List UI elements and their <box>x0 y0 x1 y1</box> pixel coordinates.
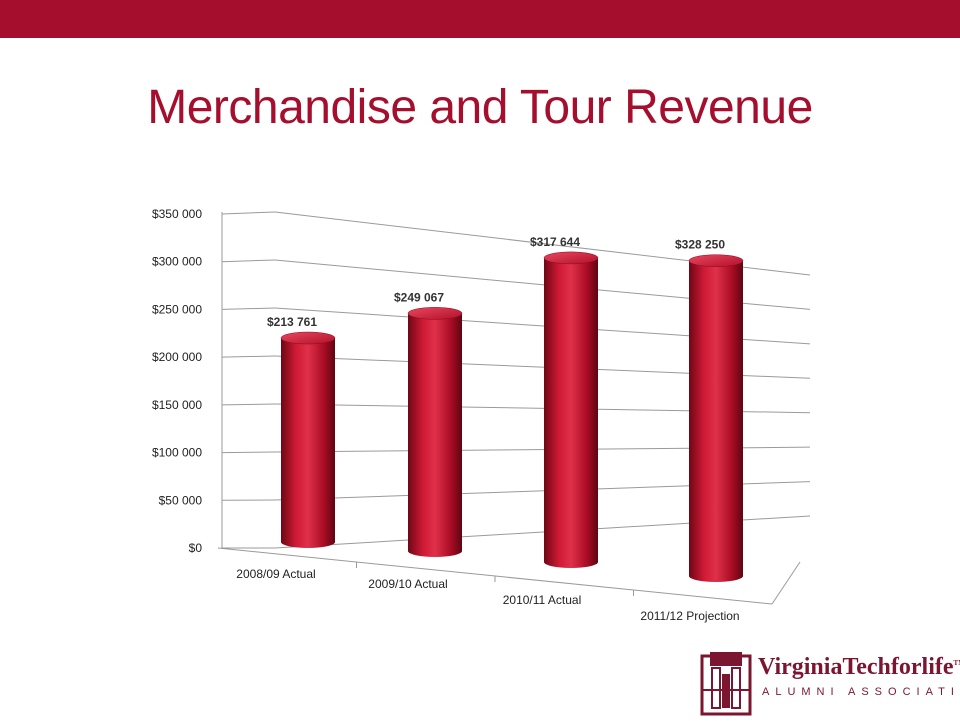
y-tick-label: $200 000 <box>152 350 202 364</box>
y-tick-label: $250 000 <box>152 302 202 316</box>
y-tick-label: $0 <box>189 541 203 555</box>
bar <box>281 332 335 548</box>
side-gridline <box>222 308 275 309</box>
bar <box>544 252 598 568</box>
side-gridline <box>222 212 275 214</box>
data-label: $249 067 <box>394 290 444 304</box>
bar-top <box>408 307 462 319</box>
bar-top <box>281 332 335 344</box>
x-tick-label: 2008/09 Actual <box>236 567 315 581</box>
bar-body <box>408 313 462 557</box>
data-label: $317 644 <box>530 235 580 249</box>
bar <box>689 255 743 582</box>
x-tick-label: 2009/10 Actual <box>368 577 447 591</box>
bar-body <box>281 338 335 548</box>
y-tick-label: $100 000 <box>152 446 202 460</box>
bar-top <box>689 255 743 267</box>
floor-right-edge <box>772 562 800 604</box>
logo-subtitle: ALUMNI ASSOCIATION <box>762 686 960 698</box>
data-label: $213 761 <box>267 315 317 329</box>
x-tick-label: 2010/11 Actual <box>503 593 582 607</box>
alumni-association-logo: VirginiaTechforlifeTM ALUMNI ASSOCIATION <box>700 650 950 716</box>
y-tick-label: $50 000 <box>159 493 203 507</box>
y-tick-label: $300 000 <box>152 255 202 269</box>
side-gridline <box>222 452 275 453</box>
x-tick-label: 2011/12 Projection <box>640 609 739 623</box>
side-gridline <box>222 404 275 405</box>
bar-body <box>544 258 598 568</box>
bar <box>408 307 462 557</box>
y-tick-label: $350 000 <box>152 207 202 221</box>
bar-top <box>544 252 598 264</box>
bar-body <box>689 261 743 582</box>
data-label: $328 250 <box>675 238 725 252</box>
y-tick-labels: $0 $50 000 $100 000 $150 000 $200 000 $250 00… <box>152 207 202 555</box>
logo-wordmark: VirginiaTechforlifeTM <box>758 654 960 681</box>
side-gridline <box>222 356 275 357</box>
bars <box>281 252 743 582</box>
y-tick-label: $150 000 <box>152 398 202 412</box>
logo-tm: TM <box>954 659 960 667</box>
side-gridline <box>222 260 275 262</box>
data-labels: $213 761 $249 067 $317 644 $328 250 <box>267 235 725 329</box>
logo-name: VirginiaTechforlife <box>758 654 954 680</box>
hokie-tower-logo-icon <box>700 650 752 716</box>
